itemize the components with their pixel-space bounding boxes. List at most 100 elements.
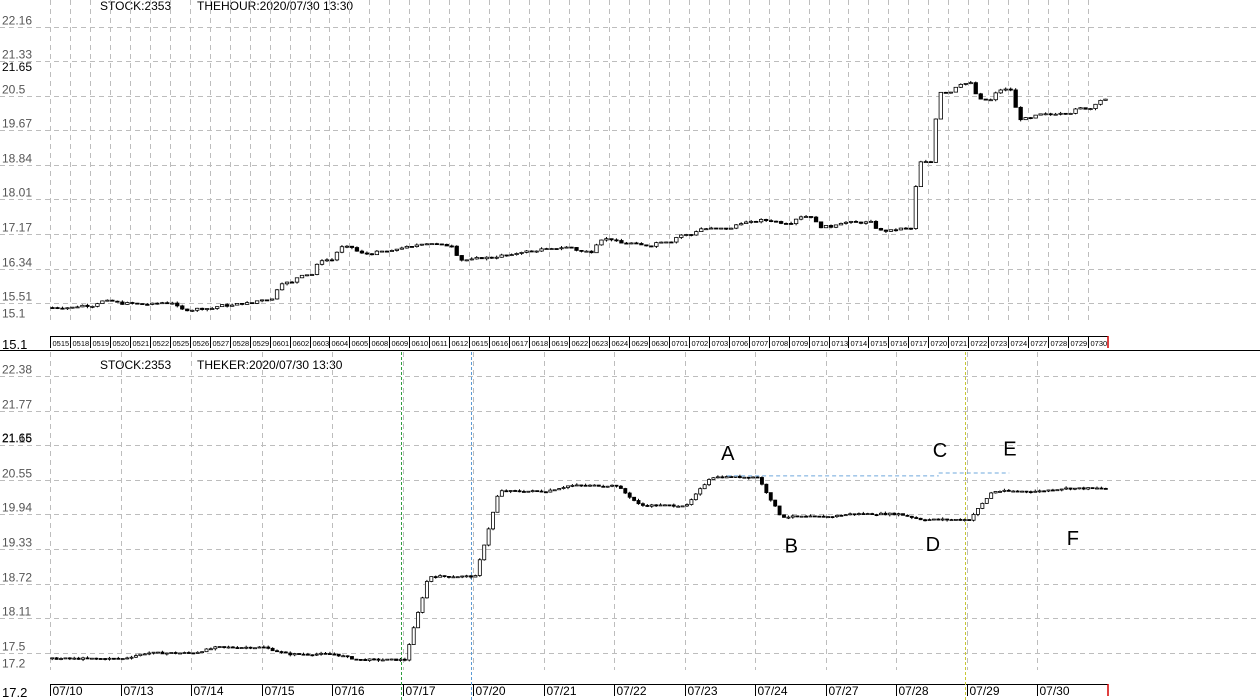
top-candle-body — [549, 248, 554, 250]
bot-candle-body — [962, 519, 967, 521]
bot-candle-body — [980, 502, 985, 509]
bot-candle-body — [834, 514, 839, 518]
annotation-label-a: A — [721, 443, 735, 465]
top-candle-body — [1038, 113, 1043, 116]
bot-candle-body — [98, 658, 103, 660]
bot-candle-body — [195, 651, 200, 654]
top-candle-body — [993, 92, 998, 101]
top-candle-body — [130, 302, 135, 304]
top-candle-body — [239, 303, 245, 305]
bot-candle-body — [909, 515, 914, 518]
top-candle-body — [524, 250, 529, 253]
top-candle-body — [115, 300, 120, 303]
intraday-chart-panel: STOCK:2353 THEKER:2020/07/30 13:30 22.38… — [0, 352, 1260, 700]
hourly-x-axis: 0515 0518 0519 0520 0521 0522 0525 0526 0527 0528… — [50, 336, 1109, 348]
bot-candle-body — [883, 512, 888, 516]
bot-candle-body — [266, 646, 271, 649]
top-candle-body — [928, 161, 933, 164]
bot-candle-body — [693, 493, 698, 501]
hourly-y-axis: 22.16 21.33 20.5 19.67 18.84 18.01 17.17 16.34 1… — [2, 14, 32, 353]
bot-candle-body — [614, 484, 619, 487]
top-candle-body — [424, 243, 429, 246]
bot-candle-body — [253, 647, 257, 650]
bot-candle-body — [354, 658, 359, 661]
bot-candle-body — [574, 484, 579, 487]
bot-candle-body — [1002, 489, 1007, 492]
top-candle-body — [509, 254, 514, 256]
bot-candle-body — [372, 658, 376, 661]
bot-candle-body — [407, 644, 412, 661]
top-candle-body — [724, 227, 729, 230]
top-candle-body — [304, 274, 310, 277]
top-x-tick-label: 0528 — [233, 339, 250, 348]
bot-candle-body — [940, 518, 945, 521]
top-candle-body — [394, 248, 399, 251]
top-candle-body — [659, 241, 664, 244]
bot-candle-body — [795, 515, 800, 518]
top-candle-body — [529, 250, 534, 253]
bot-candle-body — [336, 653, 341, 657]
top-candle-body — [704, 228, 709, 231]
hourly-grid — [0, 0, 1260, 320]
top-candle-body — [429, 243, 434, 246]
bot-candle-body — [1024, 490, 1029, 493]
top-candle-body — [973, 82, 978, 95]
top-y-base-label: 15.1 — [2, 337, 27, 352]
top-x-tick-label: 0722 — [971, 339, 988, 348]
bot-candle-body — [460, 575, 465, 578]
bot-candle-body — [1103, 487, 1108, 490]
top-candle-body — [299, 274, 305, 279]
bot-candle-body — [1081, 487, 1086, 490]
bot-candle-body — [539, 490, 544, 493]
bot-candle-body — [786, 516, 791, 519]
top-candle-body — [399, 247, 404, 250]
top-candle-body — [185, 308, 190, 312]
bot-candle-body — [596, 484, 601, 487]
top-candle-body — [374, 250, 380, 256]
bot-candle-body — [782, 514, 786, 518]
top-candle-body — [249, 302, 255, 305]
bot-candle-body — [200, 651, 205, 654]
bot-candle-body — [239, 647, 244, 649]
bot-x-tick-label: 07/24 — [758, 684, 788, 698]
bot-candle-body — [702, 484, 707, 490]
bot-candle-body — [685, 504, 689, 507]
top-candle-body — [195, 307, 200, 311]
bot-candle-body — [760, 477, 764, 485]
top-x-tick-label: 0703 — [712, 339, 729, 348]
bot-candle-body — [892, 512, 897, 516]
top-candle-body — [474, 257, 479, 260]
top-candle-body — [803, 216, 809, 218]
top-candle-body — [220, 304, 225, 308]
bot-candle-body — [319, 652, 324, 655]
top-x-tick-label: 0708 — [772, 339, 789, 348]
top-candle-body — [379, 250, 385, 253]
bot-candle-body — [588, 484, 592, 487]
bot-candle-body — [989, 492, 994, 499]
top-candle-body — [943, 91, 948, 94]
top-candle-body — [1033, 114, 1038, 119]
top-candle-body — [80, 304, 85, 308]
bot-candle-body — [768, 492, 773, 501]
bot-candle-body — [1015, 490, 1020, 493]
bot-candle-body — [464, 575, 469, 578]
top-candle-body — [729, 227, 734, 230]
top-x-tick-label: 0709 — [792, 339, 809, 348]
top-x-tick-label: 0603 — [313, 339, 330, 348]
bot-candle-body — [111, 657, 116, 660]
top-candle-body — [963, 83, 968, 85]
bot-candle-body — [499, 490, 504, 497]
top-candle-body — [908, 227, 914, 230]
top-x-tick-label: 0608 — [372, 339, 389, 348]
bot-y-tick-label: 18.11 — [2, 605, 31, 619]
top-candle-body — [344, 245, 350, 248]
bot-candle-body — [275, 650, 279, 653]
top-x-tick-label: 0616 — [492, 339, 509, 348]
bot-candle-body — [513, 490, 518, 492]
bot-candle-body — [707, 479, 711, 486]
bot-candle-body — [971, 514, 976, 521]
top-candle-body — [808, 216, 814, 218]
bot-candle-body — [358, 659, 363, 661]
top-candle-body — [464, 259, 469, 262]
bot-candle-body — [332, 653, 337, 656]
